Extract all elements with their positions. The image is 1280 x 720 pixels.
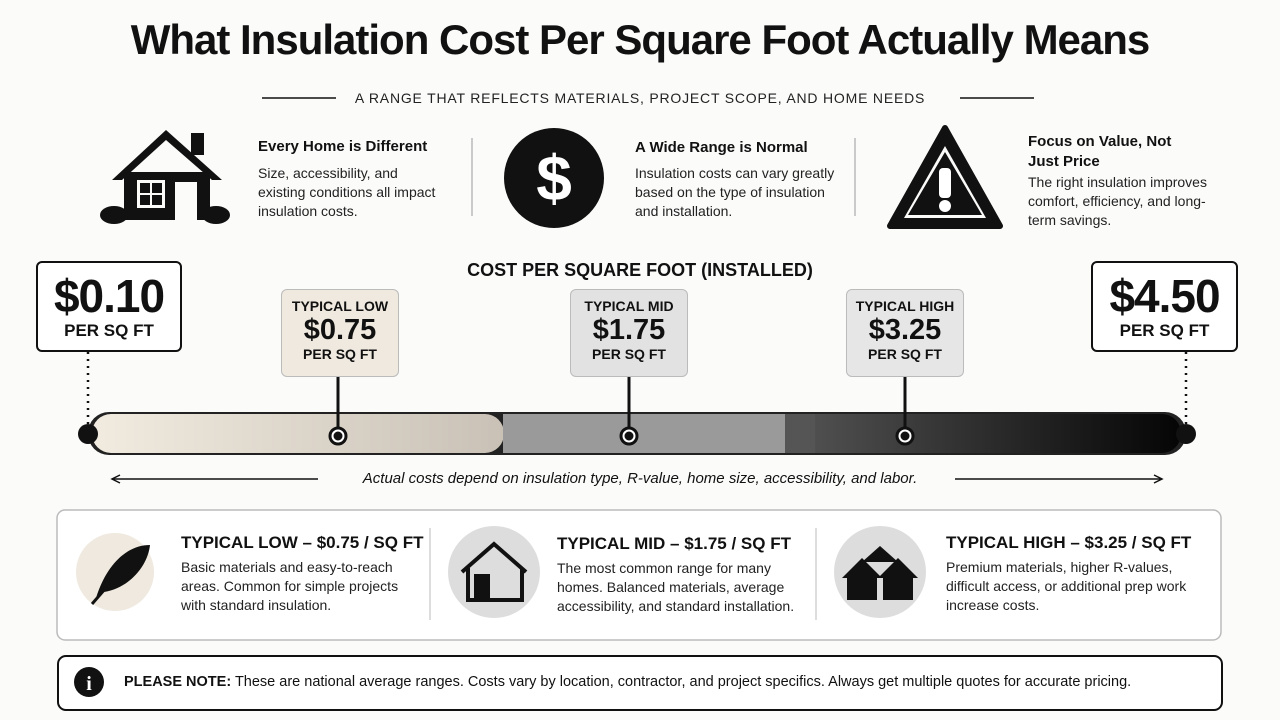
marker-high: TYPICAL HIGH $3.25 PER SQ FT [846,289,964,377]
houses-icon [842,546,918,600]
info-icon [74,667,104,697]
bar-high [785,414,1181,453]
max-unit: PER SQ FT [1119,321,1210,340]
note-text: These are national average ranges. Costs… [234,674,1132,690]
scale-note: Actual costs depend on insulation type, … [362,470,918,487]
note: PLEASE NOTE: These are national average … [124,674,1131,690]
min-price: $0.10 [53,270,165,322]
feature-title: A Wide Range is Normal [635,139,808,156]
house-icon [100,130,230,224]
svg-text:$: $ [536,142,572,214]
tier-title: TYPICAL LOW – $0.75 / SQ FT [181,533,424,552]
warning-icon [887,125,1003,229]
tier-text: Basic materials and easy-to-reach areas.… [181,559,399,613]
bar-high [785,414,815,453]
house-tier-icon [448,526,540,618]
house-tier-icon [460,541,528,602]
marker-label: TYPICAL LOW [291,298,389,314]
feature-text: The right insulation improves comfort, e… [1028,174,1207,228]
feature-text: Size, accessibility, and existing condit… [258,165,436,219]
marker-unit: PER SQ FT [303,346,377,362]
marker-price: $3.25 [868,314,942,346]
info-icon: i [86,673,92,695]
marker-unit: PER SQ FT [592,346,666,362]
feature-title: Focus on Value, Not Just Price [1028,133,1172,170]
marker-price: $1.75 [592,314,666,346]
note-box [57,655,1223,711]
range-arrow [110,474,1164,484]
title: What Insulation Cost Per Square Foot Act… [130,16,1151,63]
bar-mid [503,414,785,453]
min-box: $0.10 PER SQ FT [36,261,182,352]
marker-pins [328,376,915,446]
feature-text: Insulation costs can vary greatly based … [635,165,835,219]
marker-low: TYPICAL LOW $0.75 PER SQ FT [281,289,399,377]
marker-label: TYPICAL HIGH [855,298,955,314]
bar-low [92,414,504,453]
max-price: $4.50 [1109,270,1220,322]
marker-mid: TYPICAL MID $1.75 PER SQ FT [570,289,688,377]
min-unit: PER SQ FT [64,321,154,340]
tier-title: TYPICAL MID – $1.75 / SQ FT [557,534,791,553]
tier-text: The most common range for many homes. Ba… [557,560,795,614]
tier-title: TYPICAL HIGH – $3.25 / SQ FT [946,533,1192,552]
max-box: $4.50 PER SQ FT [1091,261,1238,352]
scale-title: COST PER SQUARE FOOT (INSTALLED) [467,260,813,280]
houses-icon [834,526,926,618]
end-dot [1176,424,1196,444]
marker-unit: PER SQ FT [868,346,942,362]
marker-label: TYPICAL MID [584,298,674,314]
dollar-icon: $ [504,128,604,228]
tier-text: Premium materials, higher R-values, diff… [946,559,1187,613]
note-label: PLEASE NOTE: [124,674,232,690]
marker-price: $0.75 [303,314,377,346]
feature-title: Every Home is Different [258,138,428,155]
feather-icon [90,545,150,605]
subtitle: A RANGE THAT REFLECTS MATERIALS, PROJECT… [354,90,926,106]
end-dot [78,424,98,444]
tier-panel [56,509,1222,641]
